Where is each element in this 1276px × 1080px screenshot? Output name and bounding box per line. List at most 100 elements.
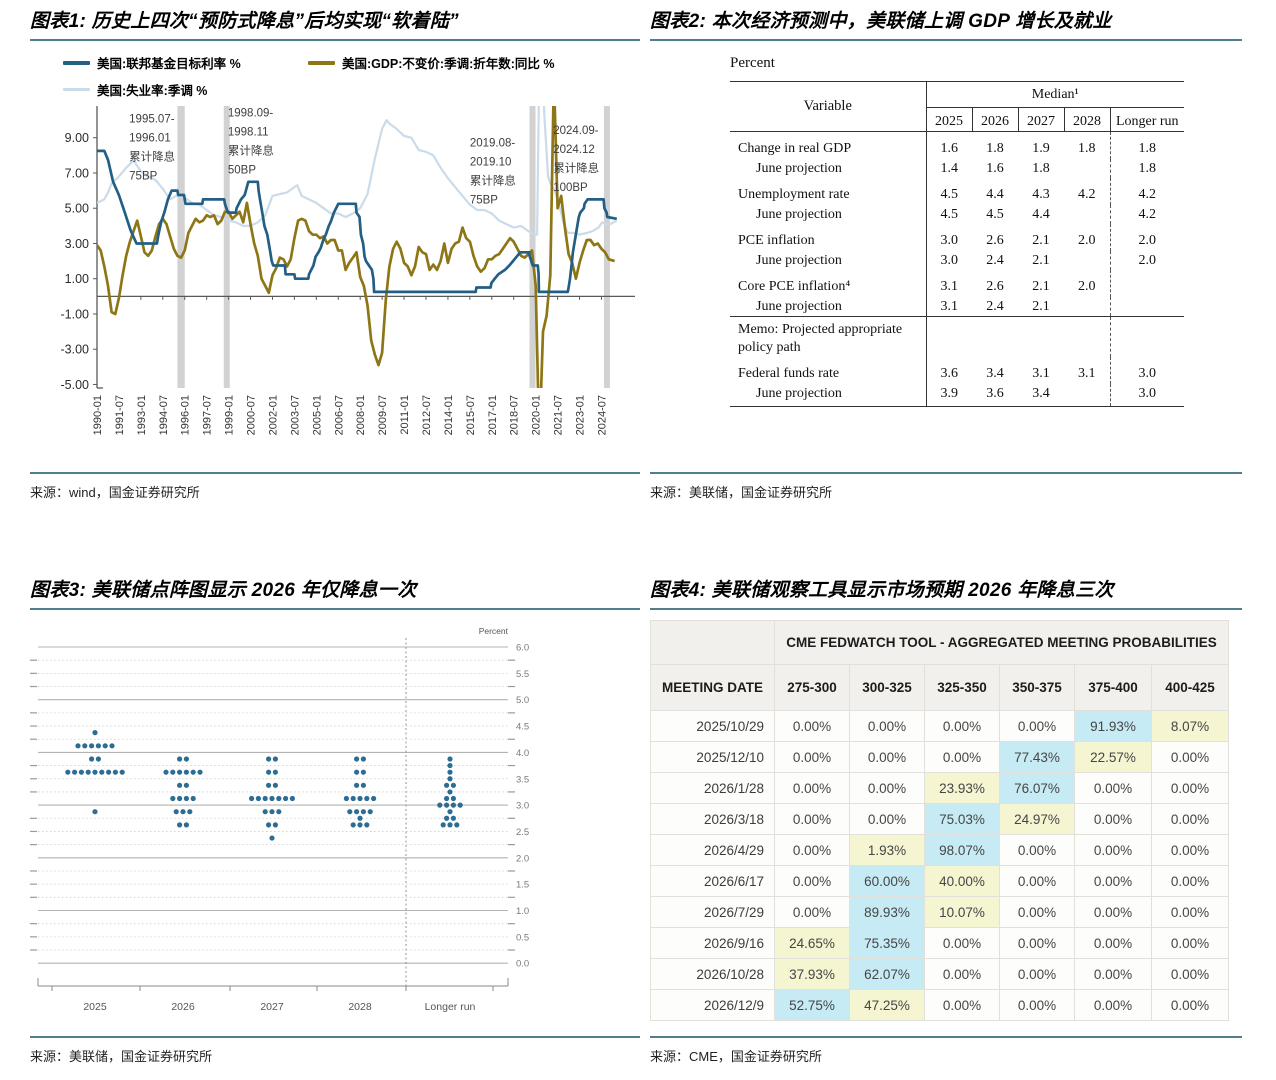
svg-text:1999-01: 1999-01	[224, 395, 236, 435]
svg-text:2025: 2025	[83, 1001, 107, 1013]
fedwatch-probability-cell: 0.00%	[849, 772, 925, 804]
sep-value-cell: 3.0	[940, 233, 959, 248]
figure2-footer: 来源：美联储，国金证券研究所	[650, 472, 1242, 501]
figure4-source: 来源：CME，国金证券研究所	[650, 1049, 822, 1064]
fedwatch-row: 2026/6/17 0.00% 60.00% 40.00% 0.00% 0.00% 0.00…	[650, 865, 1230, 897]
sep-value-cell: 3.1	[940, 298, 959, 314]
svg-text:1.0: 1.0	[516, 906, 529, 917]
fedwatch-probability-cell: 1.93%	[849, 834, 925, 866]
svg-text:5.5: 5.5	[516, 669, 529, 680]
fedwatch-probability-cell: 77.43%	[999, 741, 1075, 773]
sep-table-row: June projection 4.5 4.5 4.4 4.2	[730, 204, 1184, 224]
sep-row-label: Core PCE inflation⁴	[730, 270, 927, 297]
sep-year-header: 2025	[926, 107, 972, 132]
sep-value-cell: 4.5	[940, 187, 959, 202]
figure1-source: 来源：wind，国金证券研究所	[30, 485, 200, 500]
figure3-footer-rule	[30, 1036, 640, 1038]
sep-longer-run-header: Longer run	[1109, 107, 1184, 132]
sep-value-cell	[1064, 316, 1110, 357]
fedwatch-probability-cell: 0.00%	[849, 803, 925, 835]
figure3-title-rule	[30, 608, 640, 610]
fedwatch-meeting-date: 2025/10/29	[650, 710, 775, 742]
fedwatch-probability-cell: 0.00%	[999, 989, 1075, 1021]
sep-row-label: June projection	[730, 204, 927, 224]
fedwatch-probability-cell: 0.00%	[1074, 896, 1152, 928]
sep-year-header: 2027	[1017, 107, 1064, 132]
svg-text:2024-07: 2024-07	[596, 395, 608, 435]
fedwatch-probability-cell: 47.25%	[849, 989, 925, 1021]
svg-text:2018-07: 2018-07	[509, 395, 521, 435]
svg-text:3.5: 3.5	[516, 774, 529, 785]
fedwatch-probability-cell: 60.00%	[849, 865, 925, 897]
fedwatch-probability-cell: 0.00%	[1074, 865, 1152, 897]
sep-value-cell: 1.6	[940, 141, 959, 156]
sep-value-cell: 3.4	[986, 366, 1004, 381]
sep-value-cell: 3.4	[1018, 383, 1064, 407]
fedwatch-column-header: 300-325	[849, 664, 925, 711]
svg-text:1998.09-: 1998.09-	[228, 108, 274, 120]
fedwatch-column-header: 375-400	[1074, 664, 1152, 711]
sep-value-cell: 1.8	[986, 141, 1004, 156]
fedwatch-probability-cell: 24.97%	[999, 803, 1075, 835]
svg-text:-3.00: -3.00	[61, 343, 90, 357]
fedwatch-column-header: 325-350	[924, 664, 1000, 711]
sep-table-row: June projection 3.1 2.4 2.1	[730, 296, 1184, 317]
sep-value-cell: 2.1	[1032, 279, 1050, 294]
fedwatch-row: 2026/12/9 52.75% 47.25% 0.00% 0.00% 0.00% 0.00…	[650, 989, 1230, 1021]
fedwatch-probability-cell: 0.00%	[774, 710, 850, 742]
sep-value-cell: 1.8	[1032, 160, 1050, 176]
fedwatch-probability-cell: 0.00%	[1150, 834, 1230, 866]
sep-row-label: Federal funds rate	[730, 357, 927, 384]
sep-unit-label: Percent	[730, 55, 775, 71]
fedwatch-probability-cell: 0.00%	[774, 896, 850, 928]
svg-text:累计降息: 累计降息	[129, 150, 175, 164]
svg-text:2021-07: 2021-07	[553, 395, 565, 435]
sep-value-cell: 4.3	[1032, 187, 1050, 202]
svg-text:2024.12: 2024.12	[553, 144, 595, 156]
fedwatch-probability-cell: 98.07%	[924, 834, 1000, 866]
figure4-panel: 图表4: 美联储观察工具显示市场预期 2026 年降息三次 CME FEDWAT…	[650, 575, 1242, 1075]
svg-text:0.0: 0.0	[516, 959, 529, 970]
sep-table-row: PCE inflation 3.0 2.6 2.1 2.0 2.0	[730, 224, 1184, 251]
svg-text:0.5: 0.5	[516, 932, 529, 943]
sep-value-cell: 3.1	[940, 279, 959, 294]
sep-value-cell: 3.0	[1109, 383, 1184, 407]
sep-table-row: Memo: Projected appropriate policy path	[730, 316, 1184, 357]
figure1-footer-rule	[30, 472, 640, 474]
svg-text:1998.11: 1998.11	[228, 127, 269, 139]
fedwatch-probability-cell: 23.93%	[924, 772, 1000, 804]
svg-text:4.5: 4.5	[516, 722, 529, 733]
fedwatch-meeting-date: 2026/6/17	[650, 865, 775, 897]
fedwatch-probability-cell: 0.00%	[1150, 989, 1230, 1021]
fedwatch-probability-cell: 0.00%	[1074, 803, 1152, 835]
svg-text:50BP: 50BP	[228, 165, 256, 177]
svg-text:1997-07: 1997-07	[202, 395, 214, 435]
figure4-title-rule	[650, 608, 1242, 610]
figure3-source: 来源：美联储，国金证券研究所	[30, 1049, 213, 1064]
sep-value-cell: 1.8	[1109, 131, 1184, 159]
svg-text:7.00: 7.00	[65, 166, 89, 180]
fedwatch-probability-cell: 0.00%	[1074, 927, 1152, 959]
svg-text:Percent: Percent	[479, 626, 509, 636]
sep-value-cell: 4.4	[986, 187, 1004, 202]
svg-text:1996.01: 1996.01	[129, 133, 171, 145]
sep-value-cell	[1064, 251, 1110, 271]
fedwatch-row: 2025/10/29 0.00% 0.00% 0.00% 0.00% 91.93% 8.07…	[650, 710, 1230, 742]
svg-text:2026: 2026	[171, 1001, 195, 1013]
figure2-source: 来源：美联储，国金证券研究所	[650, 485, 833, 500]
fedwatch-corner-cell	[650, 620, 775, 665]
sep-value-cell	[1018, 316, 1064, 357]
sep-value-cell	[1109, 270, 1184, 297]
legend-item-unemployment: 美国:失业率:季调 %	[63, 80, 308, 99]
fedwatch-meeting-date: 2026/3/18	[650, 803, 775, 835]
svg-text:2028: 2028	[348, 1001, 372, 1013]
svg-text:2009-07: 2009-07	[377, 395, 389, 435]
svg-text:2006-07: 2006-07	[333, 395, 345, 435]
fedwatch-probability-cell: 91.93%	[1074, 710, 1152, 742]
fedwatch-column-header: MEETING DATE	[650, 664, 775, 711]
fedwatch-probability-cell: 0.00%	[1150, 803, 1230, 835]
svg-text:2019.08-: 2019.08-	[470, 138, 516, 150]
figure2-title-rule	[650, 39, 1242, 41]
svg-text:2002-01: 2002-01	[267, 395, 279, 435]
svg-text:累计降息: 累计降息	[553, 161, 599, 175]
